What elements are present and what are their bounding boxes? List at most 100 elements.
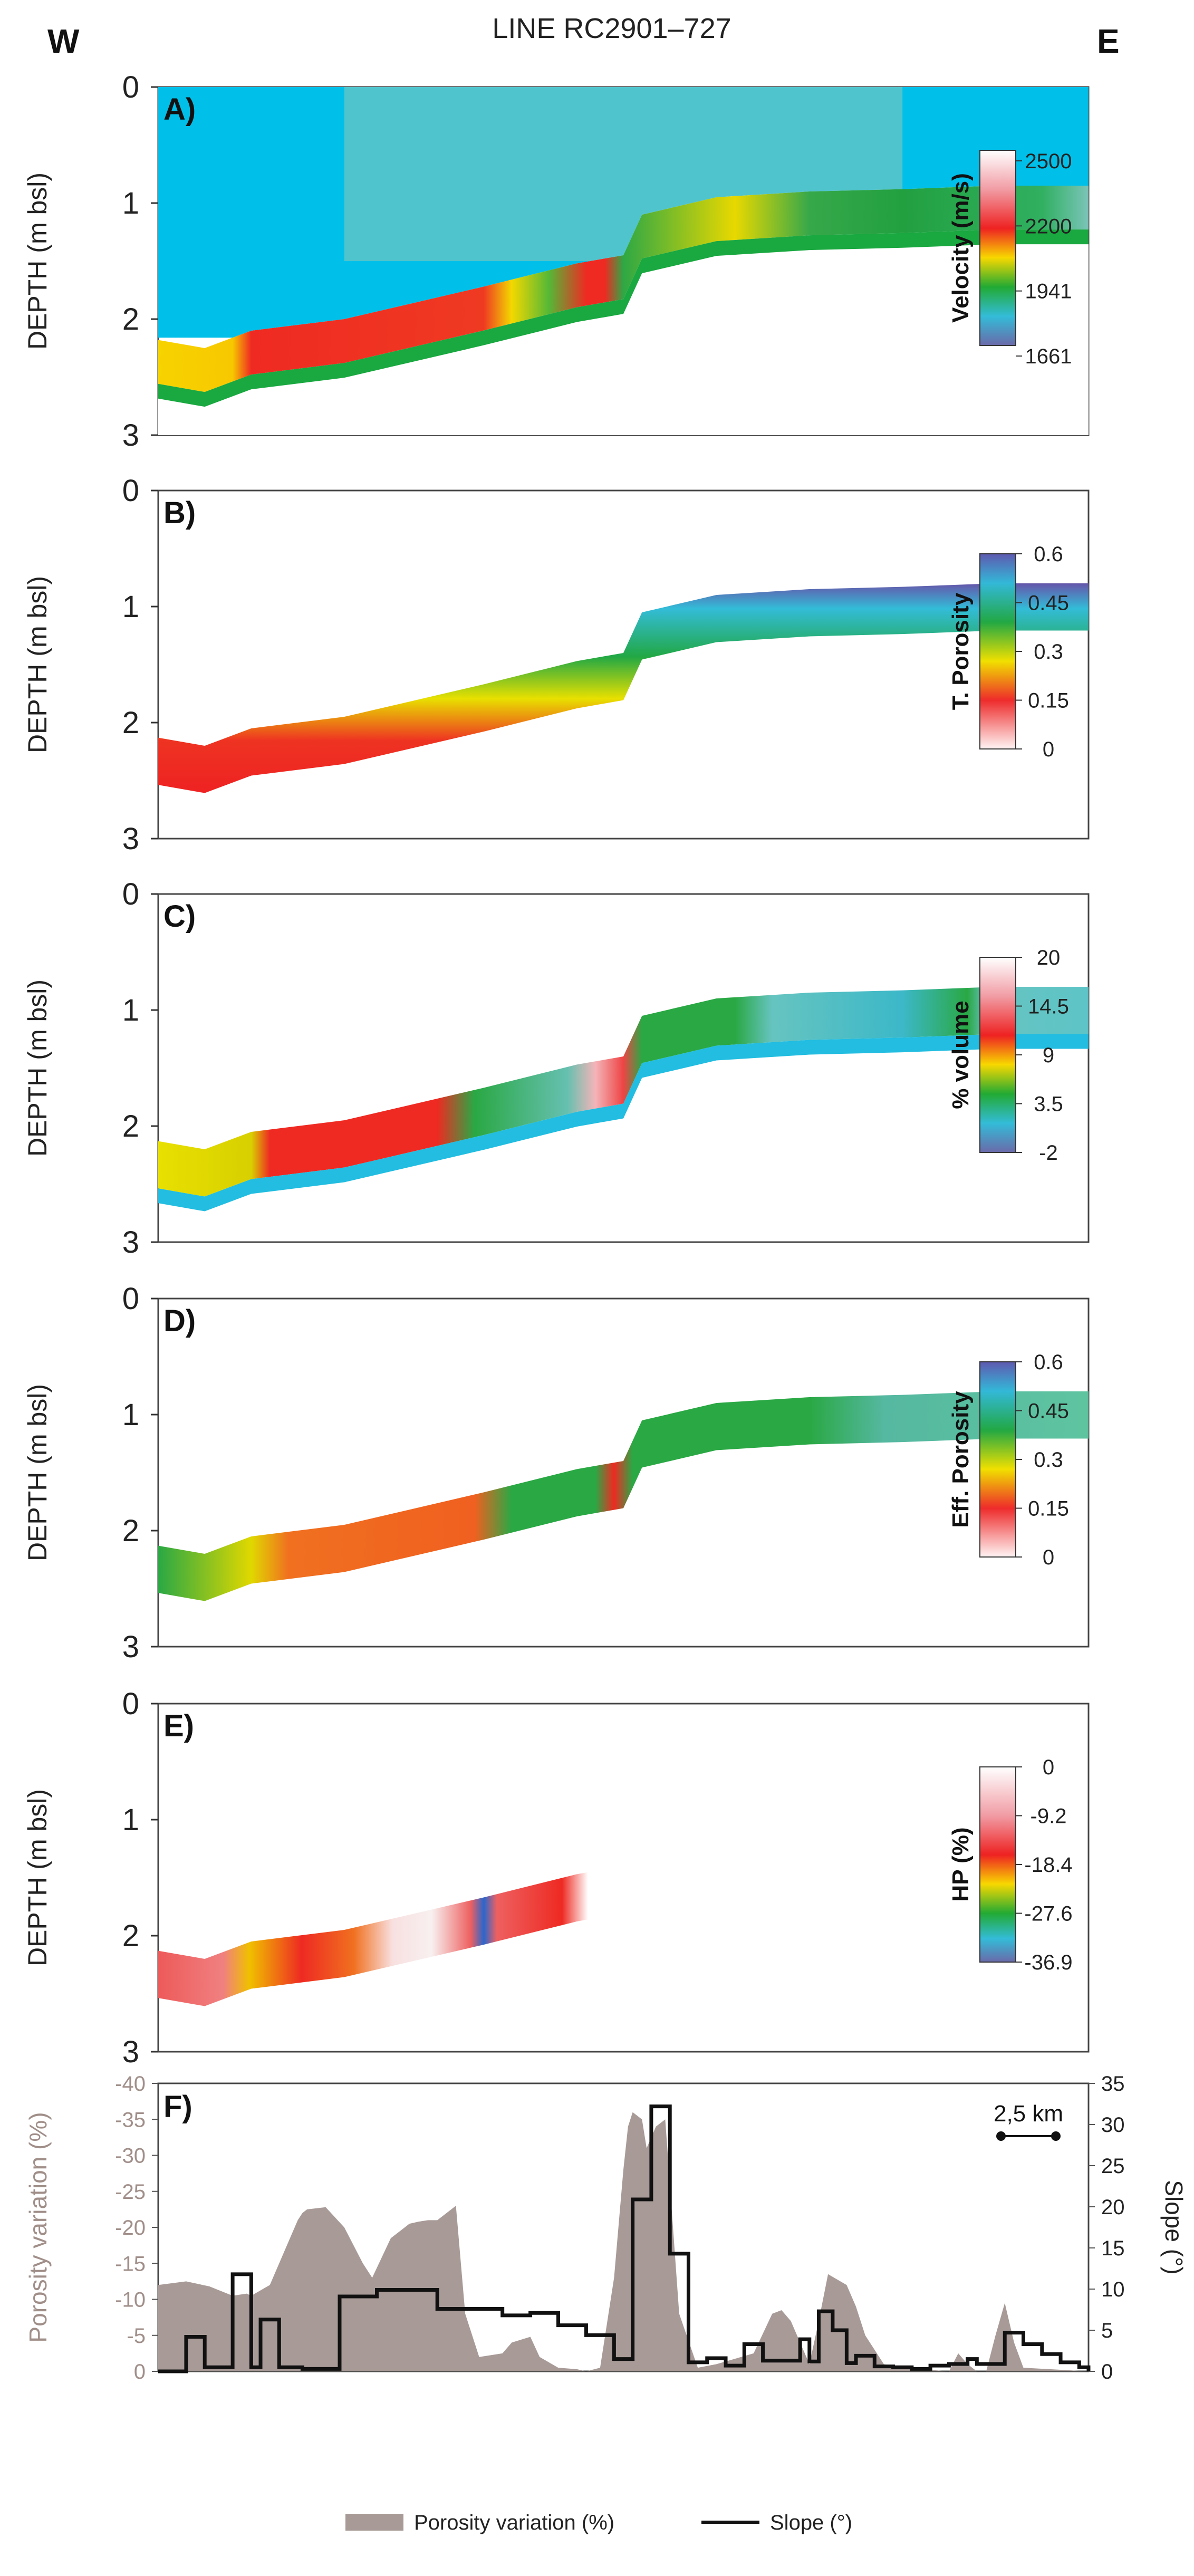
basal-band [158, 1034, 1089, 1212]
depth-tick-label: 3 [122, 2035, 139, 2069]
depth-tick-label: 2 [122, 706, 139, 740]
colorbar [979, 553, 1016, 749]
porosity-variation-area [158, 2112, 1089, 2371]
left-tick-label: -15 [115, 2252, 146, 2275]
left-tick-label: 0 [134, 2360, 146, 2383]
colorbar-tick-label: -27.6 [1024, 1902, 1072, 1926]
colorbar [979, 957, 1016, 1153]
basal-band [158, 229, 1089, 407]
porosity-axis-label: Porosity variation (%) [24, 2112, 52, 2342]
colorbar [979, 1361, 1016, 1558]
panel-C: 0 1 2 3 DEPTH (m bsl) C) 20 14.5 9 3.5 -2 % volume [23, 877, 1090, 1260]
depth-tick-label: 2 [122, 1919, 139, 1953]
colorbar-tick-label: 0 [1043, 738, 1054, 761]
right-tick-label: 35 [1101, 2072, 1125, 2096]
scale-bar-end [1051, 2131, 1061, 2141]
panel-label: B) [163, 496, 196, 530]
depth-tick-label: 3 [122, 1225, 139, 1260]
colorbar-title: Eff. Porosity [948, 1391, 974, 1528]
colorbar-tick-label: 0.45 [1028, 592, 1069, 615]
colorbar-tick-label: 1661 [1025, 345, 1072, 368]
depth-tick-label: 1 [122, 186, 139, 220]
right-tick-label: 20 [1101, 2196, 1125, 2219]
colorbar-tick-label: 0.15 [1028, 689, 1069, 713]
panel-label: E) [163, 1709, 194, 1743]
sediment-layer [158, 1391, 1089, 1601]
colorbar-tick-label: 3.5 [1034, 1093, 1063, 1116]
depth-tick-label: 2 [122, 1109, 139, 1143]
depth-tick-label: 2 [122, 1514, 139, 1548]
colorbar-tick-label: -9.2 [1031, 1805, 1067, 1828]
depth-tick-label: 0 [122, 877, 139, 911]
depth-axis-label: DEPTH (m bsl) [23, 1789, 52, 1966]
depth-tick-label: 0 [122, 1687, 139, 1721]
panel-E: 0 1 2 3 DEPTH (m bsl) E) 0 -9.2 -18.4 -27.6 -36.9 H… [23, 1687, 1090, 2069]
left-tick-label: -40 [115, 2072, 146, 2096]
east-label: E [1097, 22, 1120, 60]
left-tick-label: -10 [115, 2289, 146, 2312]
scale-bar-end [996, 2131, 1006, 2141]
colorbar-tick-label: 0.15 [1028, 1497, 1069, 1521]
legend-swatch-area [345, 2514, 403, 2531]
colorbar-title: HP (%) [948, 1828, 974, 1902]
slope-step-line [158, 2104, 1091, 2373]
right-tick-label: 30 [1101, 2113, 1125, 2137]
colorbar-tick-label: 0.45 [1028, 1400, 1069, 1423]
colorbar-tick-label: 0.6 [1034, 1351, 1063, 1374]
panel-label: A) [163, 92, 196, 127]
colorbar-tick-label: 20 [1037, 946, 1061, 969]
legend-label-area: Porosity variation (%) [414, 2511, 614, 2534]
right-tick-label: 5 [1101, 2319, 1113, 2342]
colorbar [979, 1766, 1016, 1963]
panel-D: 0 1 2 3 DEPTH (m bsl) D) 0.6 0.45 0.3 0.15 0 Eff. P… [23, 1282, 1090, 1664]
legend-label-line: Slope (°) [770, 2511, 852, 2534]
left-tick-label: -5 [127, 2324, 146, 2348]
west-label: W [47, 22, 80, 60]
depth-tick-label: 1 [122, 993, 139, 1027]
panel-frame [157, 489, 1090, 840]
colorbar-title: T. Porosity [948, 592, 974, 710]
depth-tick-label: 3 [122, 822, 139, 856]
colorbar-tick-label: -18.4 [1024, 1853, 1072, 1877]
sediment-layer [158, 987, 1089, 1197]
depth-axis-label: DEPTH (m bsl) [23, 576, 52, 753]
depth-axis-label: DEPTH (m bsl) [23, 172, 52, 350]
colorbar-tick-label: 0 [1043, 1546, 1054, 1569]
colorbar [979, 150, 1016, 346]
colorbar-tick-label: -2 [1039, 1141, 1058, 1165]
right-tick-label: 25 [1101, 2155, 1125, 2178]
depth-tick-label: 0 [122, 70, 139, 104]
depth-tick-label: 3 [122, 418, 139, 453]
depth-tick-label: 1 [122, 590, 139, 624]
sediment-layer [158, 583, 1089, 793]
colorbar-tick-label: 1941 [1025, 280, 1072, 303]
colorbar-tick-label: 2200 [1025, 215, 1072, 238]
depth-tick-label: 1 [122, 1398, 139, 1432]
right-tick-label: 10 [1101, 2278, 1125, 2301]
depth-tick-label: 1 [122, 1803, 139, 1837]
left-tick-label: -35 [115, 2108, 146, 2131]
colorbar-tick-label: 0.3 [1034, 640, 1063, 664]
panel-label: F) [163, 2090, 192, 2124]
depth-axis-label: DEPTH (m bsl) [23, 1384, 52, 1561]
depth-axis-label: DEPTH (m bsl) [23, 979, 52, 1157]
left-tick-label: -20 [115, 2216, 146, 2239]
depth-tick-label: 2 [122, 302, 139, 337]
panel-B: 0 1 2 3 DEPTH (m bsl) B) 0.6 0.45 0.3 0.15 0 T. Por… [23, 474, 1090, 856]
left-tick-label: -25 [115, 2180, 146, 2204]
colorbar-tick-label: 0.6 [1034, 543, 1063, 566]
colorbar-tick-label: 0 [1043, 1756, 1054, 1779]
right-tick-label: 0 [1101, 2360, 1113, 2383]
panel-label: D) [163, 1304, 196, 1338]
colorbar-tick-label: 9 [1043, 1044, 1054, 1067]
right-tick-label: 15 [1101, 2237, 1125, 2260]
slope-axis-label: Slope (°) [1160, 2180, 1188, 2274]
figure-title: LINE RC2901–727 [492, 13, 731, 44]
colorbar-tick-label: 14.5 [1028, 995, 1069, 1018]
depth-tick-label: 3 [122, 1630, 139, 1664]
panel-A: 0 1 2 3 DEPTH (m bsl) A) 2500 2200 1941 1661 Veloc… [23, 70, 1090, 453]
sediment-layer [158, 186, 1089, 392]
scale-bar-label: 2,5 km [994, 2101, 1063, 2127]
sediment-layer [158, 1802, 810, 2006]
